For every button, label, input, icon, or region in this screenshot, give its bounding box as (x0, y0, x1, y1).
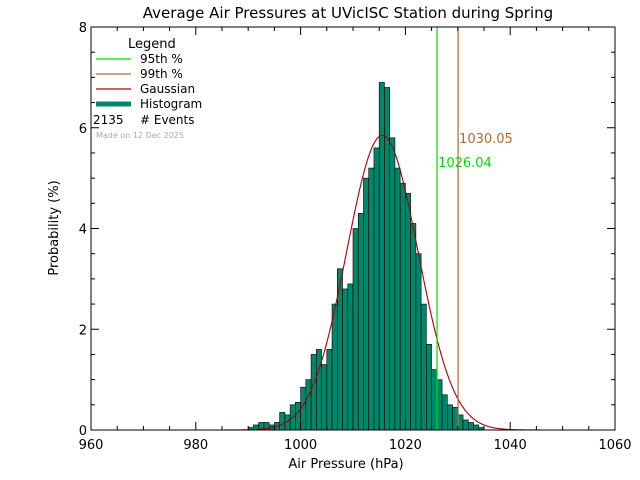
y-tick-label: 4 (79, 223, 87, 238)
histogram-bar (415, 253, 422, 431)
percentile-label: 1030.05 (459, 132, 513, 147)
histogram-bar (368, 167, 375, 431)
histogram-bar (357, 213, 364, 431)
histogram-bar (347, 283, 354, 431)
x-tick-label: 960 (79, 438, 104, 453)
x-tick-label: 1060 (598, 438, 631, 453)
y-tick-label: 6 (79, 122, 87, 137)
histogram-bar (426, 344, 432, 431)
x-tick-label: 980 (183, 438, 208, 453)
percentile-label: 1026.04 (438, 156, 492, 171)
y-axis-ticks: 0 2 4 6 8 (79, 21, 615, 439)
histogram-bar (462, 419, 469, 431)
histogram-bar (310, 354, 317, 431)
y-axis-label: Probability (%) (47, 180, 62, 275)
histogram-bar (331, 303, 338, 431)
y-tick-label: 0 (79, 424, 87, 439)
histogram-bar (316, 349, 322, 431)
made-on-note: Made on 12 Dec 2025 (96, 131, 184, 140)
histogram-bar (467, 422, 474, 431)
histogram-bar (389, 137, 396, 431)
histogram-bar (378, 82, 385, 431)
histogram-bar (363, 177, 370, 431)
histogram-bar (279, 412, 286, 431)
histogram-bar (420, 303, 427, 431)
gaussian-curve (222, 134, 542, 431)
histogram-bar (352, 228, 359, 431)
histogram-bar (431, 369, 438, 431)
histogram-bar (384, 87, 390, 431)
histogram-bar (326, 349, 333, 431)
histogram-bar (447, 404, 453, 431)
legend-label: 95th % (140, 52, 183, 66)
gaussian-group (222, 134, 542, 431)
x-axis-label: Air Pressure (hPa) (288, 457, 403, 472)
legend-label: Gaussian (140, 82, 195, 96)
events-count: 2135 (93, 113, 124, 127)
x-tick-label: 1020 (389, 438, 422, 453)
x-axis-ticks: 960 980 1000 1020 1040 1060 (79, 27, 632, 453)
histogram-bar (321, 364, 328, 431)
histogram-bar (295, 401, 301, 431)
x-tick-label: 1040 (494, 438, 527, 453)
legend-label: 99th % (140, 67, 183, 81)
x-tick-label: 1000 (284, 438, 317, 453)
y-tick-label: 2 (79, 323, 87, 338)
histogram-bar (410, 223, 417, 431)
histogram-bar (342, 288, 349, 431)
percentile-lines: 1026.04 1030.05 (436, 27, 513, 430)
chart-title: Average Air Pressures at UVicISC Station… (143, 4, 553, 22)
histogram-bar (305, 379, 312, 431)
legend-title: Legend (128, 37, 176, 52)
histogram-bar (373, 147, 380, 431)
legend-label: Histogram (140, 97, 202, 111)
histogram-bar (394, 167, 401, 431)
y-tick-label: 8 (79, 21, 87, 36)
events-label: # Events (140, 113, 195, 127)
histogram-bar (399, 182, 406, 431)
histogram-bar (473, 424, 480, 431)
histogram-bar (441, 394, 448, 431)
histogram-bar (452, 407, 459, 431)
histogram-bar (405, 192, 411, 431)
